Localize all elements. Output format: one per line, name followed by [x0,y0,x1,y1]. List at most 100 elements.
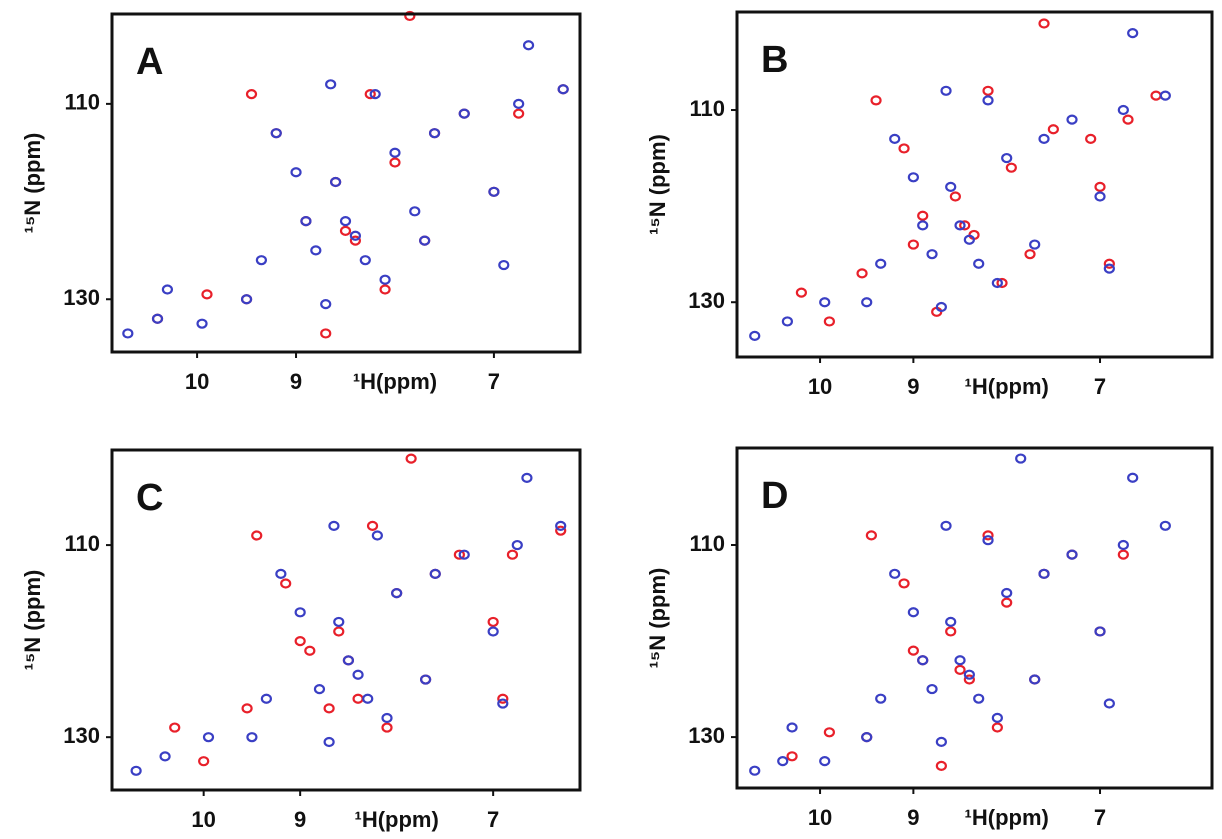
peak [498,259,510,271]
peak [161,284,174,295]
peak [1005,162,1017,173]
peak [982,95,994,106]
peak [349,230,361,241]
peak [875,258,887,269]
peak [940,520,952,531]
peak [419,235,431,246]
peak [865,530,877,541]
peak [1103,698,1115,709]
peak [379,274,391,285]
x-tick-label: 9 [290,369,302,394]
panel-label: D [761,475,788,517]
x-axis-label: ¹H(ppm) [353,369,437,394]
panel-label: C [136,477,163,519]
peak [1085,133,1097,144]
peak [323,703,335,714]
peak [428,128,441,139]
peak [130,765,142,776]
peak [1127,28,1139,39]
peak [982,85,994,96]
peak [1038,18,1050,29]
peak [926,683,938,695]
peak [497,693,509,704]
peak [907,172,919,183]
peak [996,277,1008,289]
peak [330,176,342,188]
peak [241,703,253,714]
peak [371,530,383,541]
peak [240,294,253,305]
y-axis-label: ¹⁵N (ppm) [20,133,45,234]
peak [342,655,355,666]
peak [202,732,215,743]
peak [949,191,961,202]
x-tick-label: 10 [185,369,209,394]
peak [954,655,966,666]
peak [359,255,371,266]
peak [196,318,208,329]
peak [246,732,258,743]
peak [1038,568,1050,579]
peak [945,616,957,627]
peak [366,520,379,531]
peak [362,693,374,704]
peak [1001,597,1013,608]
peak [325,79,337,90]
peak [786,722,798,733]
peak [1094,191,1106,202]
peak [935,760,947,772]
peak [982,530,994,541]
peak [251,530,263,541]
x-tick-label: 10 [808,374,832,399]
peak [749,765,761,776]
peak [991,712,1003,723]
peak [1150,90,1162,101]
peak [781,316,793,327]
peak [198,756,210,767]
peak [389,157,401,168]
peak [304,645,316,656]
y-tick-label: 110 [65,531,101,556]
peak [290,167,302,178]
peak [856,268,868,279]
peak [1117,549,1129,560]
peak [1103,258,1115,269]
panel-label: A [136,41,163,83]
peak [458,108,470,119]
peak [1127,472,1139,483]
peak [917,220,929,231]
y-tick-label: 110 [65,90,101,115]
peak [364,89,376,100]
peak [861,731,873,743]
peak [381,712,393,724]
peak [349,235,361,246]
peak [777,756,789,767]
peak [1159,90,1171,101]
peak [963,669,975,680]
peak [320,299,332,310]
peak [497,698,509,709]
peak [557,84,569,95]
peak [522,40,535,51]
peak [280,578,292,589]
peak [379,284,391,295]
peak [954,220,966,231]
peak [823,727,835,738]
peak [1094,626,1106,637]
peak [875,693,887,704]
peak [1103,263,1115,274]
peak [1015,453,1027,464]
peak [935,301,947,313]
peak [389,147,401,158]
y-tick-label: 130 [688,288,725,313]
peak [339,215,352,227]
peak [963,674,975,685]
peak [513,98,525,109]
x-tick-label: 7 [487,807,499,832]
peak [1001,587,1013,599]
peak [458,549,470,560]
peak [521,472,533,483]
peak [159,751,171,762]
peak [453,549,465,560]
